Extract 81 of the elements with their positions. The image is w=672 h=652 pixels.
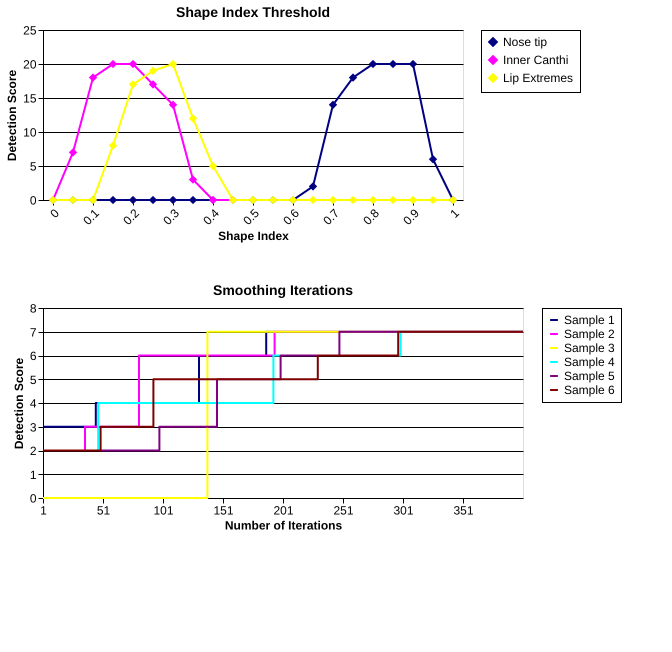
x-tick-label: 0 xyxy=(47,206,62,221)
legend-label: Sample 4 xyxy=(564,355,616,369)
x-tick-label: 101 xyxy=(153,504,174,518)
y-tick-label: 5 xyxy=(30,372,37,387)
x-tick-label: 0.6 xyxy=(280,206,302,228)
chart-title: Smoothing Iterations xyxy=(213,282,354,298)
legend-label: Sample 1 xyxy=(564,313,616,327)
point xyxy=(188,196,198,204)
point xyxy=(308,182,318,191)
point xyxy=(368,60,378,68)
point xyxy=(168,60,178,68)
x-tick-label: 0.7 xyxy=(320,206,342,228)
x-tick-label: 201 xyxy=(273,504,294,518)
y-tick-label: 1 xyxy=(30,468,37,482)
y-axis-title: Detection Score xyxy=(12,357,26,450)
point xyxy=(348,196,358,204)
x-tick-label: 0.5 xyxy=(240,206,262,228)
x-tick-label: 1 xyxy=(40,504,48,518)
point xyxy=(328,196,338,204)
y-tick-label: 7 xyxy=(30,325,37,340)
point xyxy=(388,196,398,204)
y-tick-label: 20 xyxy=(23,58,37,72)
y-tick-label: 5 xyxy=(30,160,37,174)
y-tick-label: 3 xyxy=(30,420,37,434)
y-tick-label: 10 xyxy=(23,126,37,140)
y-tick-label: 2 xyxy=(30,444,37,458)
x-tick-label: 0.4 xyxy=(200,206,222,228)
x-axis-title: Shape Index xyxy=(218,229,290,244)
x-tick-label: 251 xyxy=(333,504,354,518)
point xyxy=(328,100,338,109)
point xyxy=(128,60,138,68)
x-tick-label: 51 xyxy=(96,504,110,518)
point xyxy=(408,60,418,68)
y-tick-label: 8 xyxy=(30,302,37,316)
y-tick-label: 25 xyxy=(23,24,37,38)
y-tick-label: 6 xyxy=(30,349,37,363)
y-tick-label: 0 xyxy=(30,492,37,506)
point xyxy=(188,114,198,123)
x-tick-label: 0.1 xyxy=(80,206,102,228)
point xyxy=(388,60,398,68)
point xyxy=(148,196,158,204)
legend-label: Sample 3 xyxy=(564,341,616,355)
legend-label: Sample 2 xyxy=(564,327,616,341)
point xyxy=(368,196,378,204)
point xyxy=(68,148,78,157)
x-tick-label: 0.8 xyxy=(360,206,382,228)
x-tick-label: 351 xyxy=(453,504,474,518)
point xyxy=(168,196,178,204)
y-tick-label: 0 xyxy=(30,194,37,208)
x-tick-label: 0.9 xyxy=(400,206,422,228)
point xyxy=(88,73,98,82)
point xyxy=(128,80,138,89)
point xyxy=(108,141,118,150)
y-tick-label: 4 xyxy=(30,396,37,410)
point xyxy=(148,66,158,75)
x-tick-label: 1 xyxy=(447,206,462,221)
point xyxy=(428,196,438,204)
x-tick-label: 0.2 xyxy=(120,206,142,228)
point xyxy=(408,196,418,204)
point xyxy=(108,60,118,68)
point xyxy=(128,196,138,204)
point xyxy=(308,196,318,204)
legend-label: Nose tip xyxy=(503,35,548,49)
x-tick-label: 301 xyxy=(393,504,414,518)
x-tick-label: 151 xyxy=(213,504,234,518)
point xyxy=(428,155,438,164)
point xyxy=(168,100,178,109)
point xyxy=(108,196,118,204)
x-axis-title: Number of Iterations xyxy=(224,518,342,532)
point xyxy=(208,162,218,170)
legend-label: Sample 5 xyxy=(564,369,616,383)
legend-label: Inner Canthi xyxy=(503,53,568,67)
point xyxy=(148,80,158,89)
point xyxy=(188,175,198,184)
x-tick-label: 0.3 xyxy=(160,206,182,228)
legend-label: Lip Extremes xyxy=(503,71,574,85)
legend-label: Sample 6 xyxy=(564,383,616,397)
y-tick-label: 15 xyxy=(23,92,37,106)
y-axis-title: Detection Score xyxy=(5,69,20,162)
point xyxy=(348,73,358,82)
chart-title: Shape Index Threshold xyxy=(176,4,330,20)
